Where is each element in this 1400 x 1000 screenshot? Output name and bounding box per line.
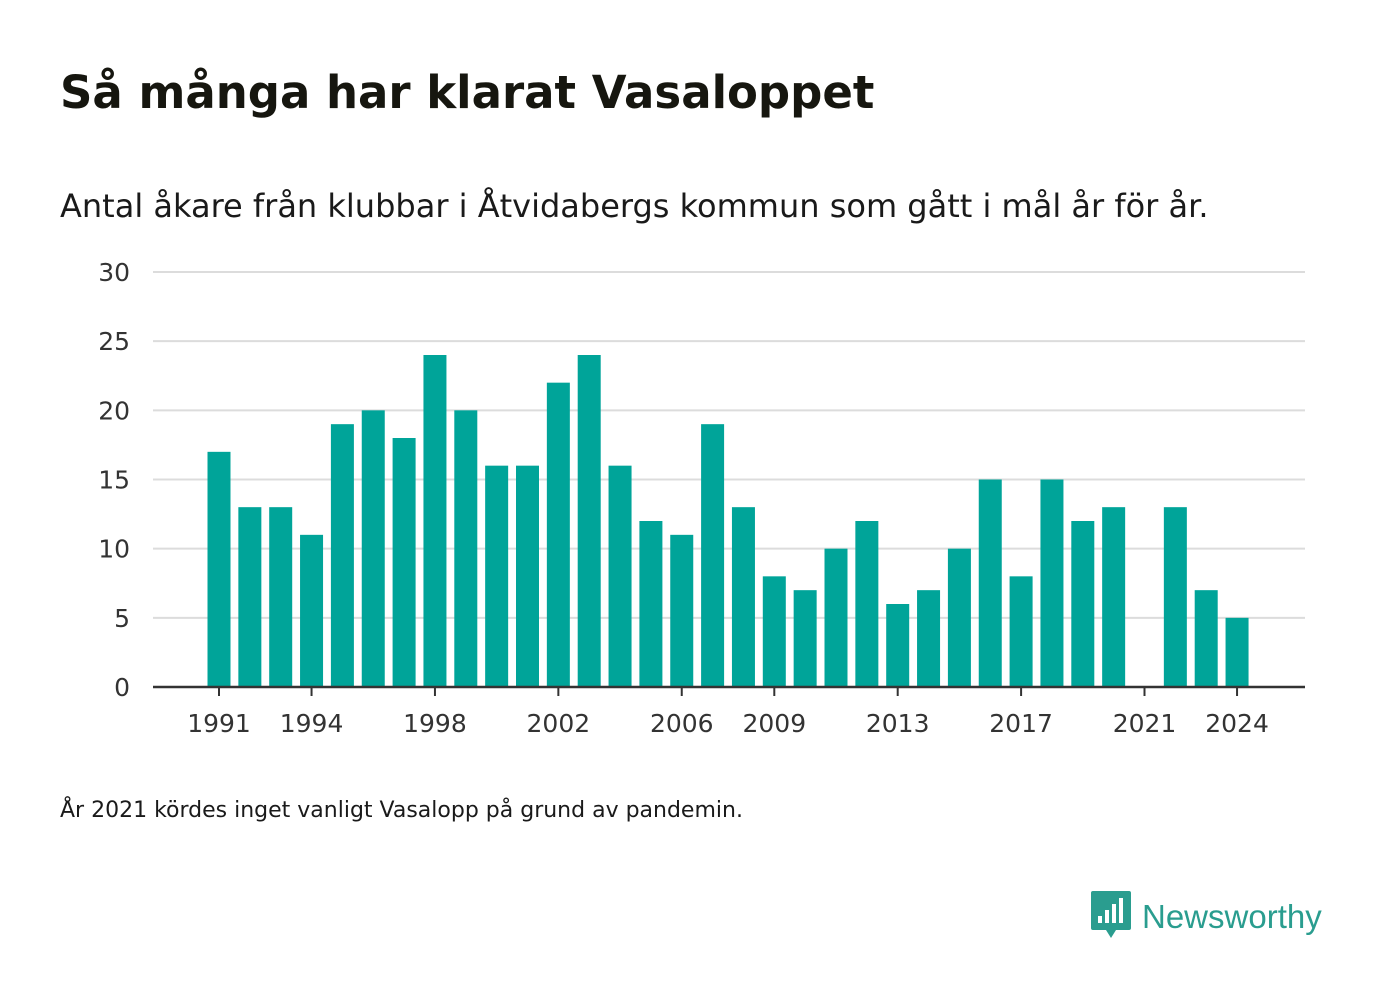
- bar-1995: [330, 424, 354, 687]
- x-tick-label: 2009: [742, 709, 806, 738]
- bar-2008: [731, 507, 755, 687]
- bar-2016: [978, 479, 1002, 687]
- bar-2014: [917, 590, 941, 687]
- x-tick-label: 2021: [1113, 709, 1177, 738]
- bar-2018: [1040, 479, 1064, 687]
- footnote: År 2021 kördes inget vanligt Vasalopp på…: [60, 798, 743, 823]
- bar-2020: [1102, 507, 1126, 687]
- bar-2004: [608, 465, 632, 687]
- bar-1994: [300, 534, 324, 687]
- y-tick-label: 30: [98, 258, 130, 287]
- bar-1997: [392, 438, 416, 687]
- bar-2024: [1225, 617, 1249, 687]
- bar-2019: [1071, 521, 1095, 687]
- grid-lines: [153, 271, 1305, 619]
- bar-2023: [1194, 590, 1218, 687]
- bar-2000: [485, 465, 509, 687]
- y-axis-labels: 0 5 10 15 20 25 30: [98, 258, 130, 702]
- y-tick-label: 10: [98, 535, 130, 564]
- bar-2017: [1009, 576, 1033, 687]
- x-tick-label: 1994: [280, 709, 344, 738]
- y-tick-label: 25: [98, 327, 130, 356]
- y-tick-label: 20: [98, 396, 130, 425]
- bar-2009: [762, 576, 786, 687]
- bar-2013: [886, 604, 910, 687]
- bar-2006: [670, 534, 694, 687]
- bar-1998: [423, 355, 447, 687]
- bar-1992: [238, 507, 262, 687]
- bar-2005: [639, 521, 663, 687]
- y-tick-label: 5: [114, 604, 130, 633]
- bar-2022: [1163, 507, 1187, 687]
- bar-2010: [793, 590, 817, 687]
- x-tick-label: 2006: [650, 709, 714, 738]
- bars: [207, 355, 1249, 687]
- brand-name: Newsworthy: [1142, 898, 1322, 935]
- brand-logo: Newsworthy: [1090, 890, 1322, 944]
- y-tick-label: 15: [98, 466, 130, 495]
- bar-2007: [701, 424, 725, 687]
- x-axis: [153, 685, 1305, 696]
- x-tick-label: 2024: [1205, 709, 1269, 738]
- bar-2015: [947, 548, 971, 687]
- bar-2003: [577, 355, 601, 687]
- y-tick-label: 0: [114, 673, 130, 702]
- chart-title: Så många har klarat Vasaloppet: [60, 66, 875, 119]
- x-tick-label: 2013: [866, 709, 930, 738]
- bar-2011: [824, 548, 848, 687]
- bar-1991: [207, 451, 231, 687]
- x-tick-label: 1991: [187, 709, 251, 738]
- x-tick-label: 2017: [989, 709, 1053, 738]
- x-tick-label: 1998: [403, 709, 467, 738]
- x-axis-labels: 1991 1994 1998 2002 2006 2009 2013 2017 2021 2024: [187, 709, 1269, 738]
- bar-1993: [269, 507, 293, 687]
- chart-subtitle: Antal åkare från klubbar i Åtvidabergs k…: [60, 187, 1209, 225]
- bar-2002: [546, 382, 570, 687]
- bar-2001: [516, 465, 539, 687]
- bar-chart: 0 5 10 15 20 25 30 1991 1994 1998 2002 2006 2009 201…: [98, 258, 1305, 738]
- x-tick-label: 2002: [527, 709, 591, 738]
- bar-1999: [454, 410, 478, 687]
- bar-2012: [855, 521, 879, 687]
- bar-1996: [361, 410, 385, 687]
- newsworthy-logo-icon: [1090, 890, 1132, 944]
